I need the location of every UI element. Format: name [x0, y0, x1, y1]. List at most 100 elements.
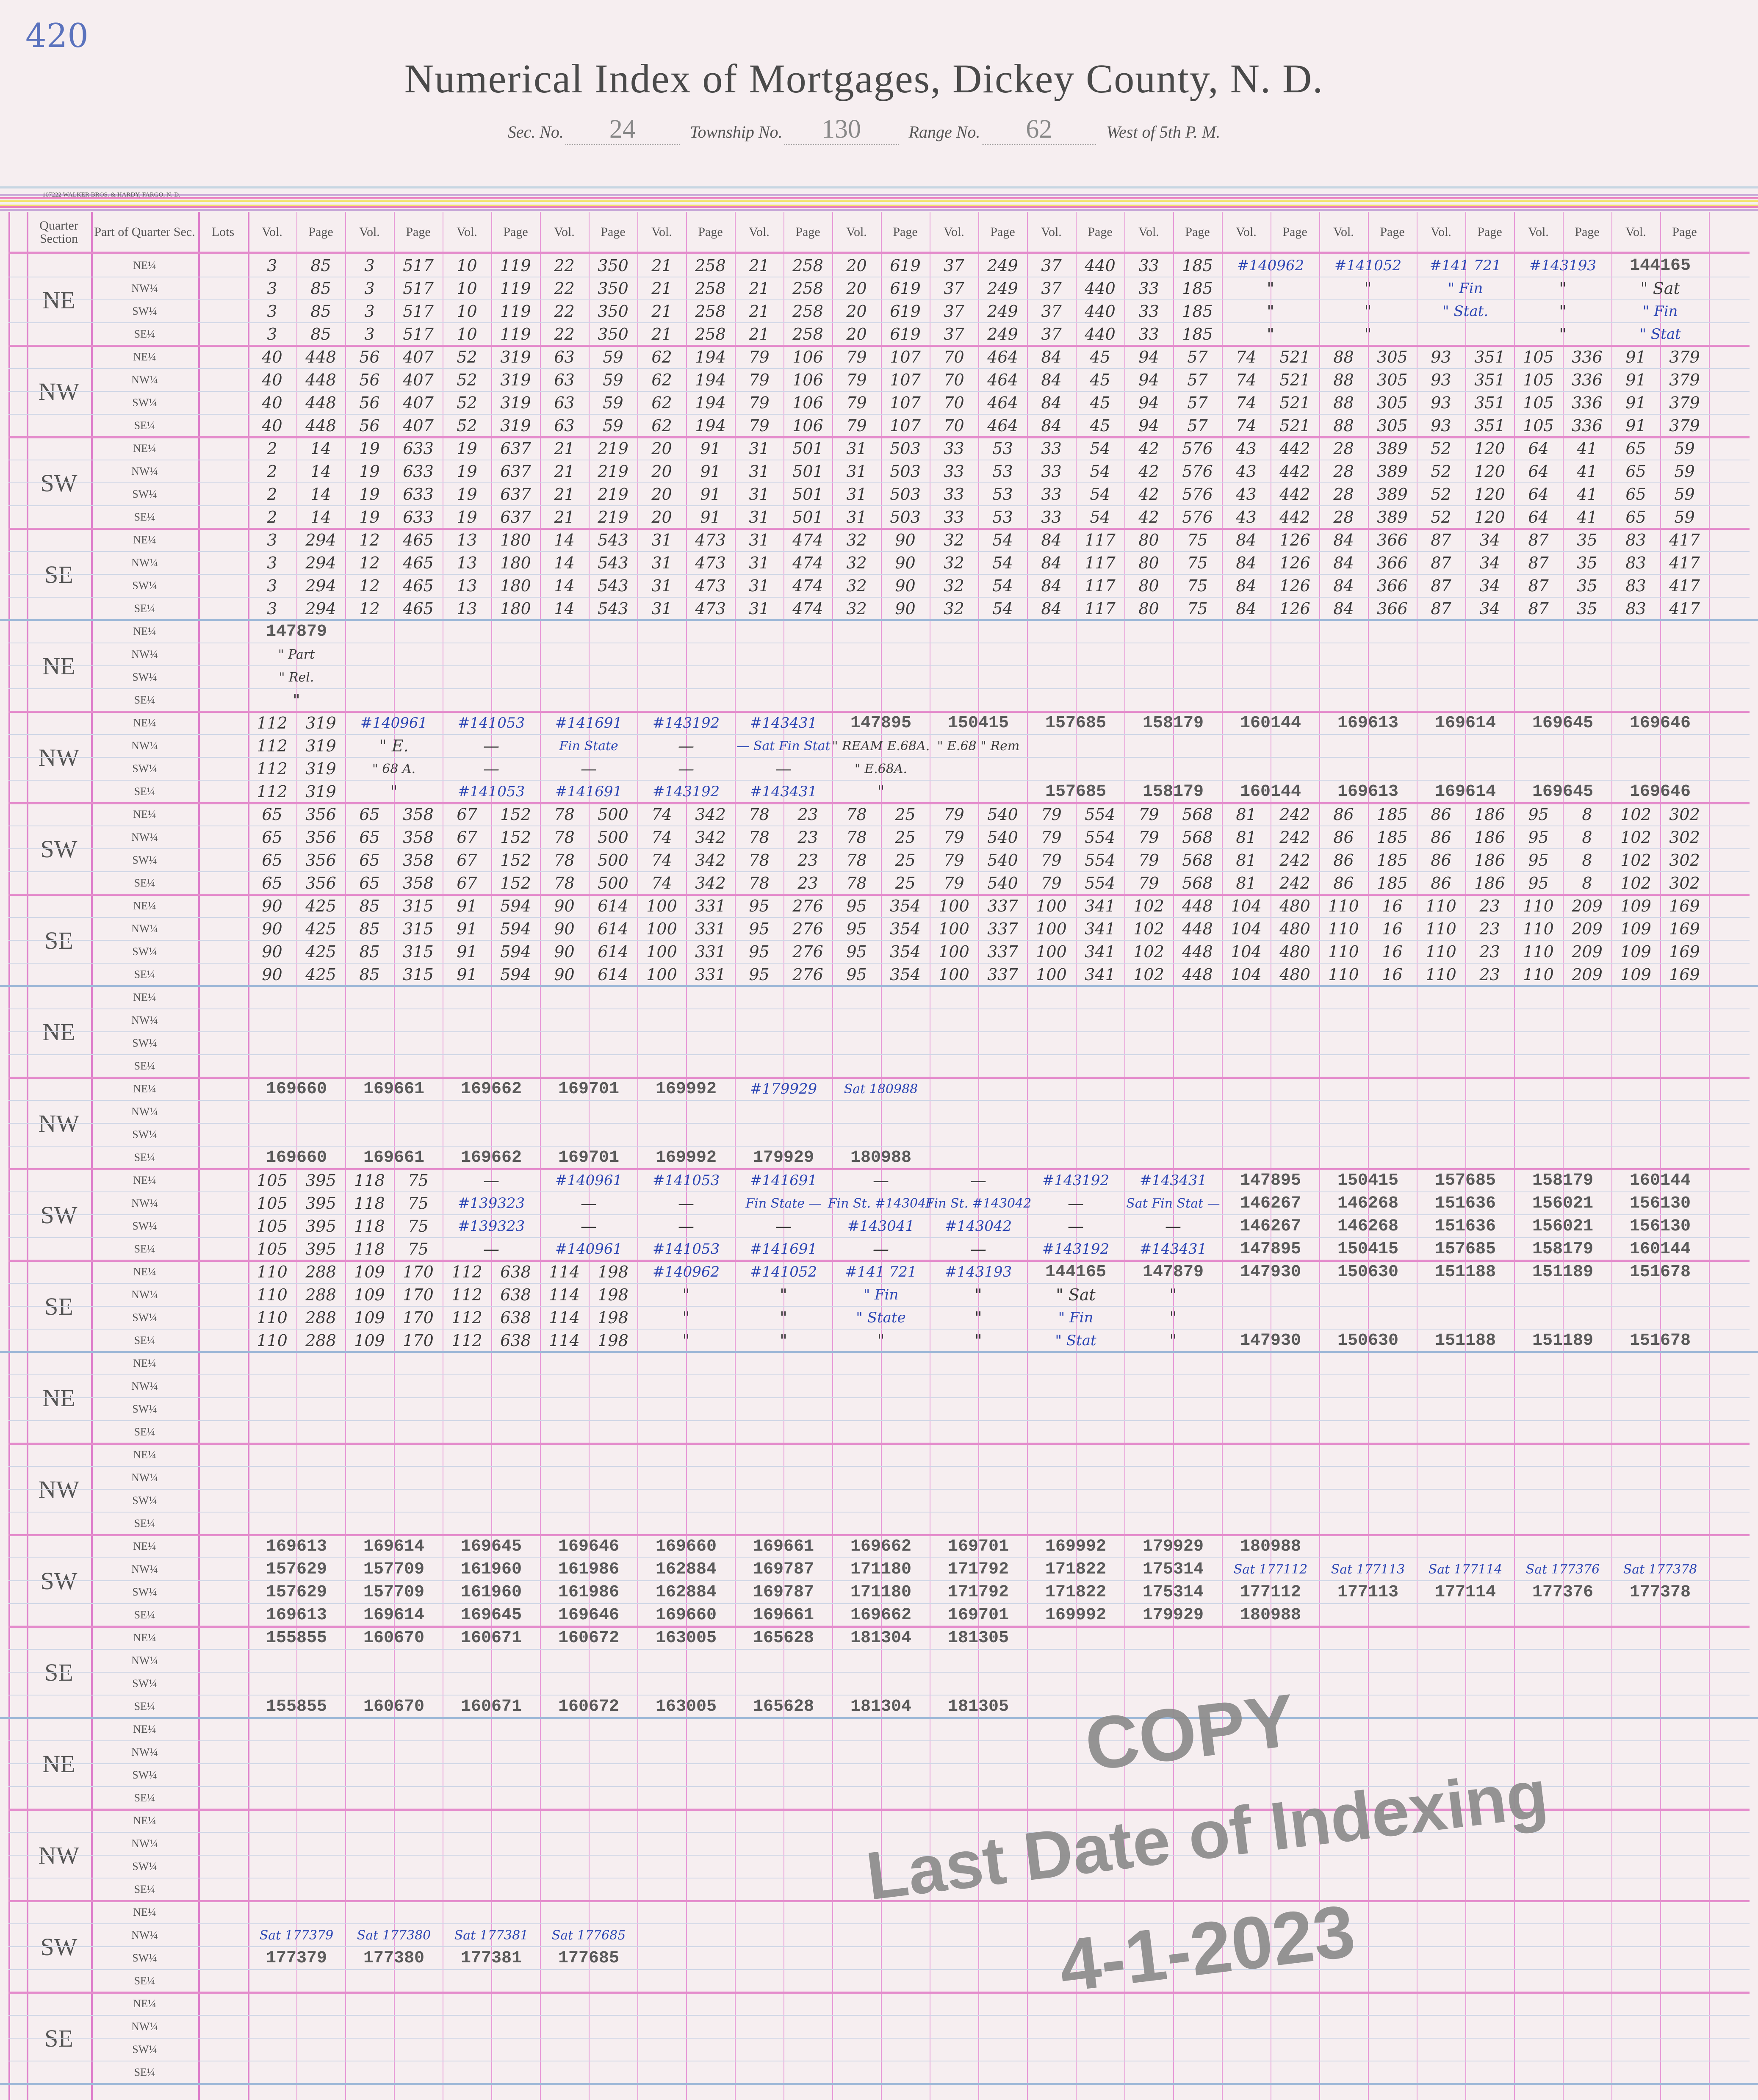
column-rule: [345, 212, 346, 2100]
page-cell: 14: [310, 508, 331, 526]
page-cell: 366: [1377, 531, 1408, 549]
vol-cell: 90: [554, 920, 575, 938]
page-cell: 35: [1577, 531, 1597, 549]
page-cell: 366: [1377, 576, 1408, 595]
vol-cell: 88: [1333, 416, 1354, 435]
part-of-quarter-label: NE¼: [133, 717, 156, 729]
vol-cell: 20: [846, 279, 867, 298]
page-cell: 288: [305, 1308, 336, 1327]
page-cell: 448: [1182, 897, 1213, 915]
part-of-quarter-label: SW¼: [132, 1860, 157, 1873]
vol-cell: 105: [257, 1171, 288, 1190]
page-cell: 407: [403, 348, 434, 366]
header-rule: [0, 186, 1758, 188]
vol-cell: 104: [1231, 942, 1262, 961]
vol-cell: 100: [939, 897, 969, 915]
page-cell: 242: [1279, 805, 1310, 824]
entry-cell: 158179: [1532, 1171, 1594, 1190]
page-cell: 356: [305, 851, 336, 870]
page-cell: 34: [1479, 599, 1500, 618]
page-cell: 358: [403, 805, 434, 824]
page-cell: 448: [1182, 920, 1213, 938]
page-cell: 152: [500, 851, 531, 870]
entry-cell: 169613: [266, 1537, 327, 1556]
entry-cell: 179929: [1142, 1605, 1204, 1625]
vol-cell: 79: [1138, 874, 1159, 892]
vol-cell: 102: [1133, 897, 1164, 915]
page-cell: 45: [1090, 393, 1110, 412]
page-cell: 180: [500, 576, 531, 595]
entry-cell: 169646: [558, 1605, 620, 1625]
entry-cell: ": [1559, 302, 1567, 321]
page-cell: 276: [792, 942, 823, 961]
page-cell: 219: [598, 439, 628, 458]
page-cell: 619: [890, 325, 921, 344]
entry-cell: 169662: [850, 1537, 912, 1556]
header-vol: Vol.: [1431, 225, 1451, 239]
vol-cell: 84: [1333, 554, 1354, 572]
column-rule: [1465, 212, 1466, 2100]
page-cell: 117: [1085, 531, 1116, 549]
page-cell: 395: [305, 1194, 336, 1213]
page-cell: 540: [987, 828, 1018, 847]
vol-cell: 100: [939, 942, 969, 961]
page-cell: 249: [987, 279, 1018, 298]
part-of-quarter-label: NW¼: [131, 282, 158, 294]
row-rule: [8, 1237, 1750, 1238]
page-cell: 319: [500, 416, 531, 435]
page-cell: 107: [890, 371, 921, 389]
vol-cell: 109: [354, 1263, 385, 1281]
vol-cell: 21: [651, 325, 672, 344]
page-cell: 638: [500, 1331, 531, 1350]
row-rule: [8, 1191, 1750, 1192]
page-cell: 407: [403, 416, 434, 435]
vol-cell: 78: [554, 874, 575, 892]
page-cell: 614: [598, 920, 628, 938]
vol-cell: 86: [1333, 851, 1354, 870]
vol-cell: 31: [749, 508, 770, 526]
page-cell: 198: [598, 1331, 628, 1350]
page-cell: 594: [500, 920, 531, 938]
page-cell: 294: [305, 599, 336, 618]
page-cell: 59: [603, 371, 623, 389]
entry-cell: 160672: [558, 1628, 620, 1648]
entry-cell: ": [1267, 279, 1274, 298]
page-cell: 186: [1474, 851, 1505, 870]
page-cell: 185: [1182, 325, 1213, 344]
vol-cell: 87: [1431, 531, 1451, 549]
page-cell: 35: [1577, 599, 1597, 618]
entry-cell: 169787: [753, 1582, 814, 1602]
page-cell: 194: [695, 393, 726, 412]
entry-cell: #141052: [750, 1263, 817, 1280]
vol-cell: 118: [354, 1240, 385, 1258]
page-cell: 90: [895, 599, 916, 618]
vol-cell: 79: [749, 348, 770, 366]
part-of-quarter-label: SW¼: [132, 305, 157, 317]
entry-cell: 150415: [947, 713, 1009, 733]
row-rule: [8, 1054, 1750, 1055]
page-cell: 315: [403, 942, 434, 961]
stamp-copy: COPY: [1080, 1679, 1300, 1787]
page-cell: 358: [403, 874, 434, 892]
entry-cell: 150415: [1337, 1171, 1399, 1190]
page-cell: 594: [500, 897, 531, 915]
row-rule: [8, 848, 1750, 849]
page-cell: 342: [695, 874, 726, 892]
entry-cell: " Fin: [863, 1286, 899, 1303]
vol-cell: 90: [262, 897, 282, 915]
page-cell: 53: [992, 462, 1013, 481]
row-rule: [8, 1283, 1750, 1284]
vol-cell: 112: [451, 1308, 482, 1327]
column-rule: [978, 212, 979, 2100]
vol-cell: 3: [267, 256, 277, 275]
vol-cell: 20: [651, 485, 672, 504]
part-of-quarter-label: SE¼: [134, 1334, 155, 1346]
page-cell: 8: [1582, 828, 1592, 847]
row-rule: [8, 2038, 1750, 2039]
entry-cell: 151189: [1532, 1262, 1594, 1282]
header-page: Page: [893, 225, 918, 239]
page-cell: 34: [1479, 576, 1500, 595]
vol-cell: 87: [1528, 599, 1549, 618]
page-cell: 59: [1674, 439, 1695, 458]
vol-cell: 3: [364, 302, 375, 321]
